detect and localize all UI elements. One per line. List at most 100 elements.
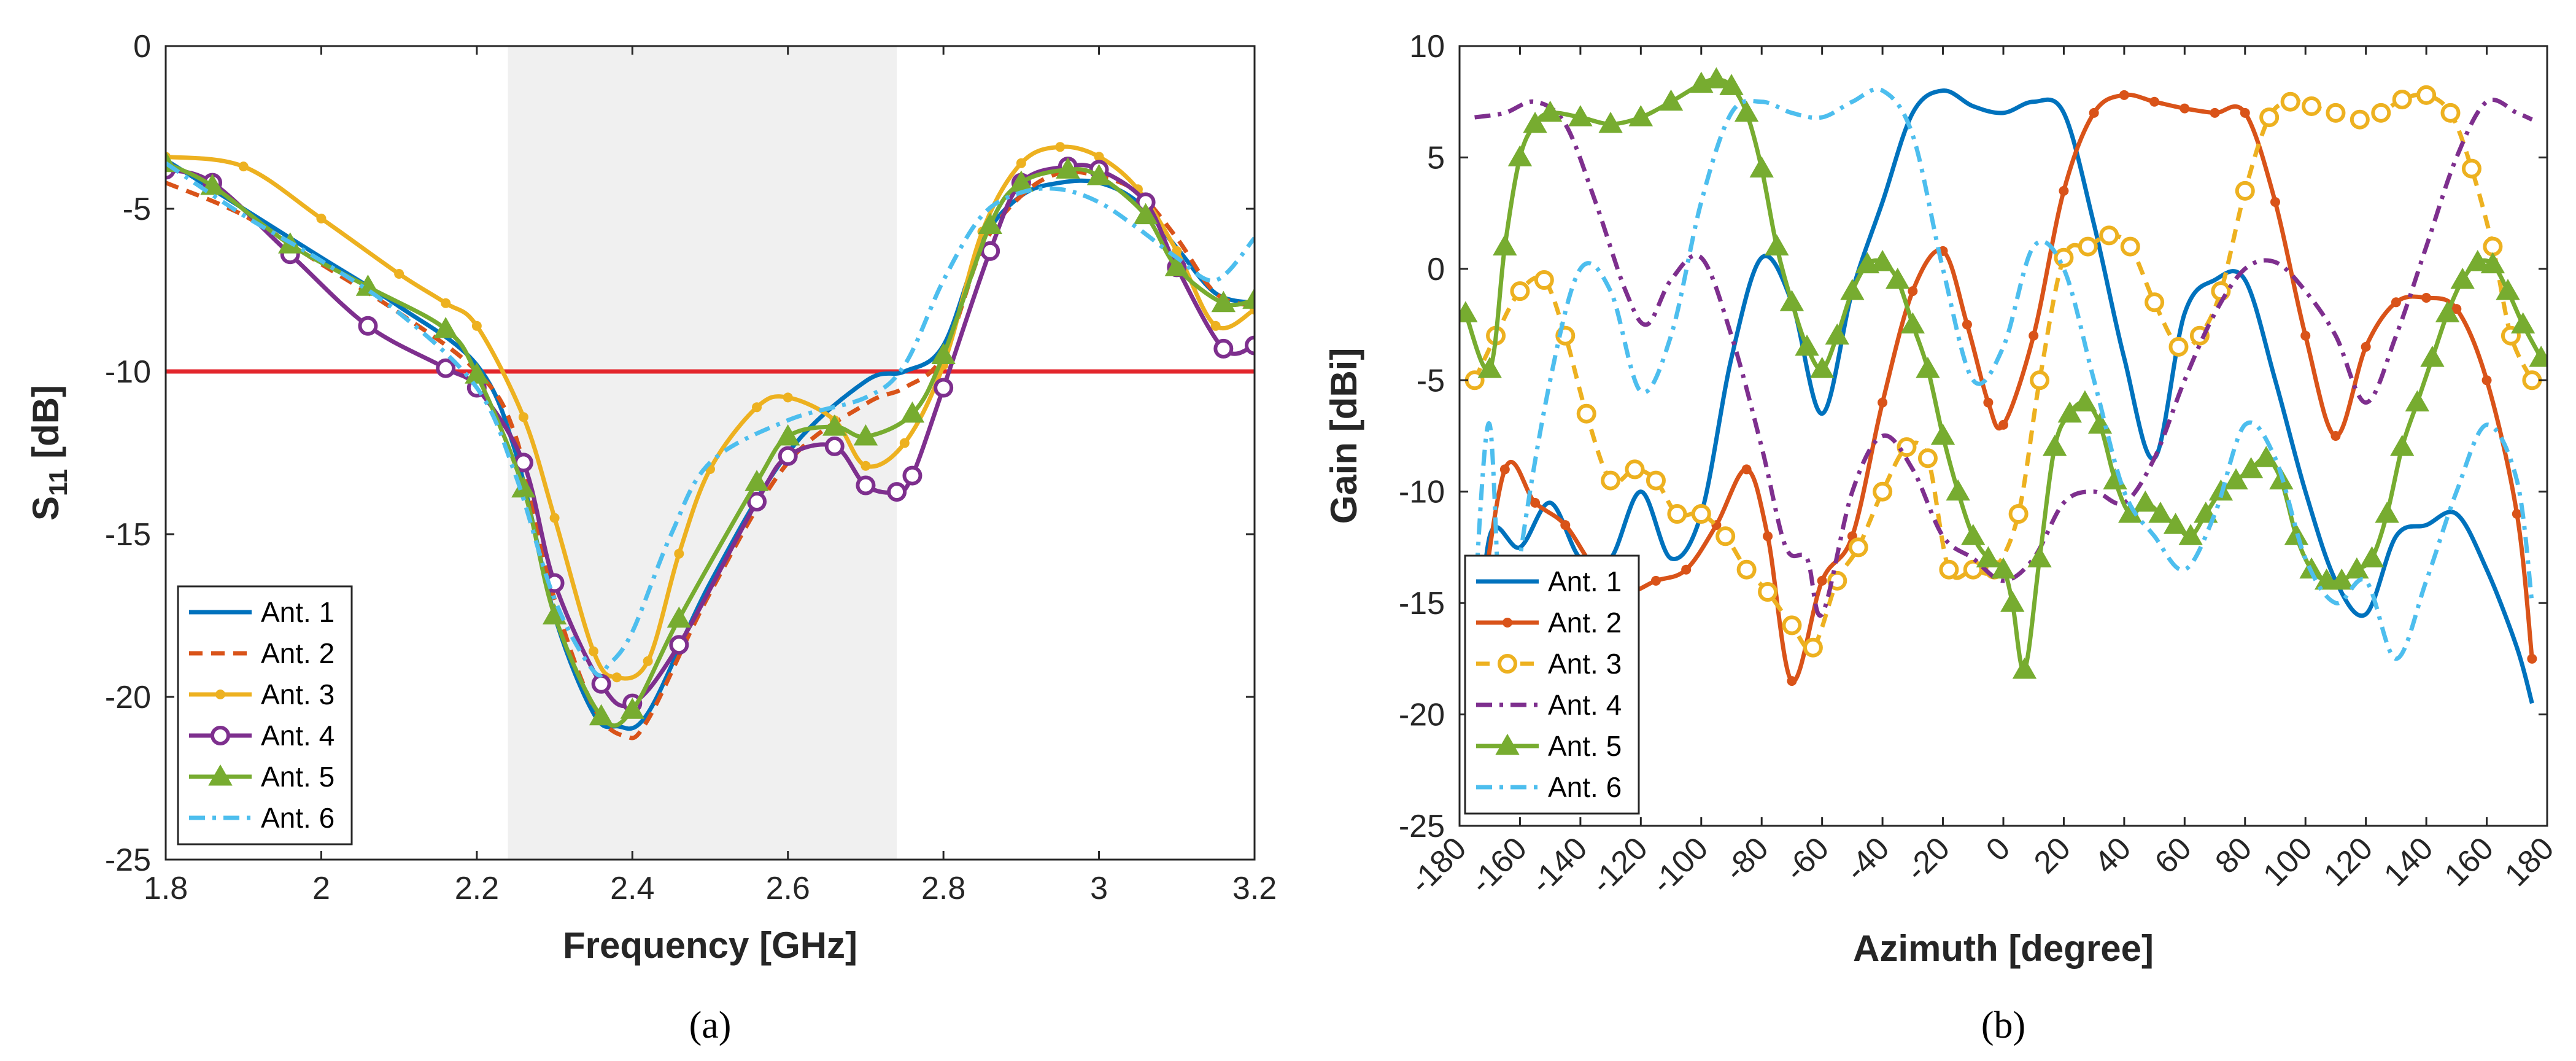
data-point (2461, 158, 2481, 179)
data-point (1976, 546, 2001, 568)
data-point (747, 492, 767, 511)
x-tick-label: 0 (1979, 830, 2017, 868)
data-point (2450, 267, 2475, 289)
data-point (2522, 370, 2542, 391)
a-y-tick-labels: -25 -20 -15 -10 -5 0 (105, 29, 151, 878)
data-point (1946, 479, 1970, 501)
data-point (2371, 103, 2391, 123)
data-point (2057, 401, 2083, 423)
data-point (2390, 435, 2415, 456)
data-point (549, 513, 560, 523)
data-point (1658, 89, 1684, 111)
legend-label: Ant. 3 (1548, 648, 1622, 680)
data-point (1523, 111, 1547, 133)
data-point (2059, 185, 2069, 196)
data-point (2350, 109, 2370, 130)
data-point (1930, 423, 1955, 445)
legend-label: Ant. 4 (1548, 689, 1622, 721)
data-point (2345, 557, 2369, 579)
data-point (1917, 448, 1938, 468)
data-point (2359, 546, 2385, 568)
data-point (2451, 304, 2462, 314)
data-point (2133, 490, 2158, 512)
data-point (2027, 546, 2052, 568)
data-point (1885, 267, 1910, 289)
data-point (1601, 470, 1621, 491)
data-point (589, 704, 614, 726)
series-1 (166, 158, 1255, 731)
data-point (1499, 464, 1510, 475)
data-point (1211, 290, 1236, 313)
data-point (2099, 225, 2119, 246)
data-point (824, 436, 845, 456)
data-point (2405, 390, 2430, 412)
data-point (861, 461, 871, 471)
series-3 (166, 142, 1255, 683)
x-tick-label: 2.8 (921, 871, 965, 906)
data-point (2210, 107, 2220, 118)
x-tick-label: 2.6 (766, 871, 810, 906)
data-point (1765, 234, 1789, 256)
data-point (2008, 504, 2029, 524)
data-point (1939, 559, 1959, 580)
data-point (1164, 255, 1189, 276)
data-point (2300, 330, 2311, 341)
data-point (1749, 156, 1774, 178)
data-point (1873, 481, 1893, 502)
data-point (1736, 559, 1757, 580)
y-tick-label: -5 (1417, 363, 1445, 398)
data-point (1908, 286, 1918, 297)
legend-label: Ant. 2 (261, 637, 335, 669)
data-point (978, 212, 1002, 234)
x-tick-label: -60 (1778, 830, 1836, 888)
data-point (2103, 468, 2127, 490)
b-axis-ticks (1458, 45, 2548, 827)
data-point (2240, 107, 2250, 118)
data-point (1507, 145, 1533, 166)
data-point (433, 317, 458, 338)
data-point (1963, 559, 1983, 580)
data-point (674, 548, 684, 559)
data-point (471, 321, 482, 331)
data-point (2270, 197, 2280, 207)
data-point (465, 362, 489, 384)
data-point (2480, 252, 2505, 274)
data-point (1878, 397, 1888, 408)
x-tick-label: 2.2 (455, 871, 499, 906)
data-point (518, 412, 528, 422)
data-point (669, 635, 689, 655)
data-point (611, 672, 622, 683)
series-6 (1472, 87, 2534, 720)
data-point (2416, 85, 2437, 105)
data-point (931, 343, 956, 364)
data-point (2078, 236, 2098, 257)
legend-box (177, 585, 353, 845)
b-legend: Ant. 1 Ant. 2 Ant. 3 Ant. 4 Ant. 5 Ant. 6 (1464, 554, 1640, 815)
data-point (2168, 336, 2189, 357)
data-point (899, 438, 910, 448)
data-point (1741, 464, 1752, 475)
data-point (358, 316, 378, 336)
b-y-axis-label: Gain [dBi] (1323, 348, 1364, 524)
data-point (316, 213, 327, 223)
data-point (1691, 504, 1711, 524)
data-point (1848, 537, 1868, 558)
x-tick-label: 40 (2087, 830, 2138, 880)
data-point (2000, 591, 2025, 612)
data-point (2224, 468, 2248, 490)
data-point (2391, 297, 2401, 308)
data-point (2163, 513, 2188, 534)
x-tick-label: 80 (2208, 830, 2259, 880)
data-point (2481, 375, 2492, 386)
data-point (1681, 564, 1692, 575)
data-point (1245, 335, 1255, 356)
data-point (2435, 301, 2460, 322)
legend-marker (1495, 733, 1520, 755)
data-point (980, 241, 1000, 261)
data-point (1870, 249, 1895, 271)
x-tick-label: 2.4 (610, 871, 654, 906)
x-tick-label: 2 (312, 871, 330, 906)
data-point (775, 424, 800, 446)
data-point (1210, 321, 1221, 331)
data-point (1016, 158, 1026, 168)
